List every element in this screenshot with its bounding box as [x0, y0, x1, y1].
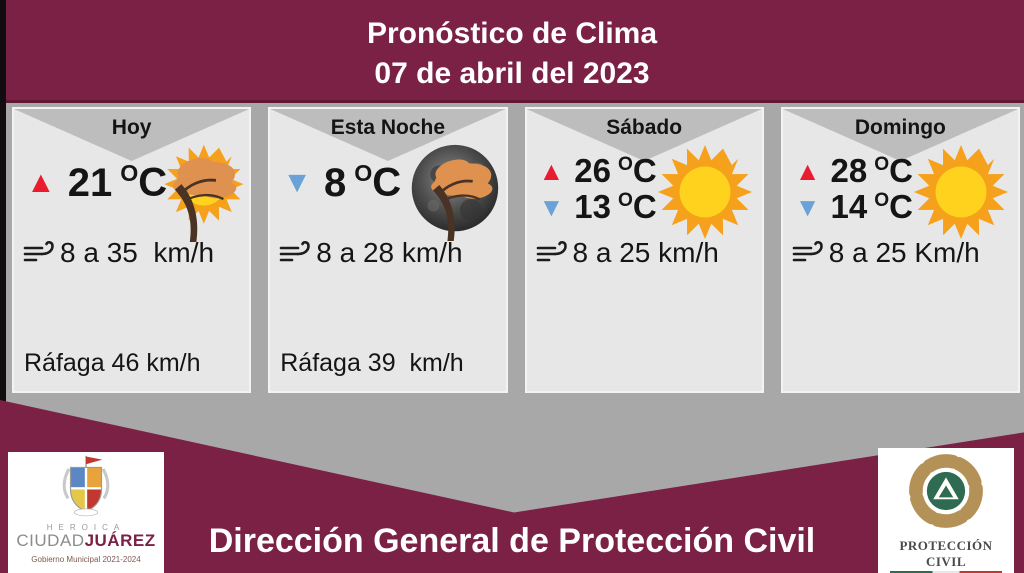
wind-row: 8 a 28 km/h	[278, 237, 463, 269]
low-temp-value: 14	[830, 188, 868, 225]
low-temp-row: ▼ 13 OC	[538, 188, 657, 225]
temp-unit: OC	[874, 188, 913, 225]
temp-unit: OC	[354, 160, 402, 205]
ciudad-juarez-wordmark: CIUDADJUÁREZ	[16, 531, 156, 550]
footer-title: Dirección General de Protección Civil	[208, 522, 816, 560]
high-temp-row: ▲ 21 OC	[26, 157, 167, 209]
day-label: Sábado	[606, 116, 683, 139]
forecast-card-hoy: Hoy ▲ 21 OC 8 a 35 km/h Ráfaga 46 km/h	[12, 107, 252, 393]
temp-unit: OC	[874, 152, 913, 189]
wind-icon	[279, 240, 311, 262]
low-temp-value: 8	[323, 160, 347, 205]
wind-icon	[536, 240, 567, 262]
wind-icon	[792, 240, 823, 262]
wind-range: 8 a 25 Km/h	[828, 237, 980, 268]
day-label: Esta Noche	[330, 116, 446, 139]
forecast-card-esta-noche: Esta Noche ▼ 8	[268, 107, 508, 393]
proteccion-civil-logo: PROTECCIÓN CIVIL CIUDAD JUÁREZ	[878, 448, 1014, 573]
temperatures: ▼ 8 OC	[282, 157, 401, 209]
temp-up-icon: ▲	[26, 166, 56, 199]
wind-row: 8 a 35 km/h	[22, 237, 214, 269]
forecast-card-sabado: Sábado ▲ 26 OC ▼ 13 OC 8 a 25 km/h	[524, 107, 764, 393]
wind-range: 8 a 25 km/h	[572, 237, 719, 268]
gust-label: Ráfaga 46 km/h	[24, 349, 201, 377]
low-temp-row: ▼ 14 OC	[794, 188, 913, 225]
title-line1: Pronóstico de Clima	[366, 17, 658, 50]
temp-down-icon: ▼	[538, 192, 565, 222]
temperatures: ▲ 21 OC	[26, 157, 167, 209]
header-band: Pronóstico de Clima 07 de abril del 2023	[0, 0, 1024, 103]
forecast-cards: Hoy ▲ 21 OC 8 a 35 km/h Ráfaga 46 km/h	[12, 107, 1020, 393]
wind-range: 8 a 28 km/h	[316, 237, 463, 268]
temp-up-icon: ▲	[794, 156, 821, 186]
proteccion-civil-emblem-icon	[909, 454, 983, 528]
gust-label: Ráfaga 39 km/h	[280, 349, 464, 377]
ciudad-juarez-coat-of-arms-icon	[62, 455, 110, 517]
sun-icon	[912, 137, 1010, 247]
temp-up-icon: ▲	[538, 156, 565, 186]
day-label: Hoy	[111, 116, 152, 139]
wind-row: 8 a 25 km/h	[535, 237, 719, 269]
forecast-card-domingo: Domingo ▲ 28 OC ▼ 14 OC 8 a 25 Km/h	[780, 107, 1020, 393]
wind-range: 8 a 35 km/h	[60, 237, 215, 268]
sun-icon	[656, 137, 754, 247]
high-temp-value: 26	[574, 152, 611, 189]
temp-unit: OC	[617, 152, 657, 189]
proteccion-civil-label: PROTECCIÓN CIVIL	[899, 538, 993, 569]
temperatures: ▲ 26 OC ▼ 13 OC	[538, 152, 657, 225]
temperatures: ▲ 28 OC ▼ 14 OC	[794, 152, 913, 225]
wind-row: 8 a 25 Km/h	[791, 237, 980, 269]
tricolor-divider	[890, 571, 1002, 573]
temp-unit: OC	[120, 160, 168, 205]
low-temp-value: 13	[574, 188, 611, 225]
heroica-label: HEROICA	[46, 523, 126, 532]
low-temp-row: ▼ 8 OC	[282, 157, 401, 209]
temp-down-icon: ▼	[282, 166, 312, 199]
ciudad-juarez-logo: HEROICA CIUDADJUÁREZ Gobierno Municipal …	[8, 452, 164, 573]
temp-down-icon: ▼	[794, 192, 821, 222]
left-edge-strip	[0, 0, 6, 520]
day-label: Domingo	[854, 116, 946, 139]
temp-unit: OC	[617, 188, 657, 225]
windy-tree-moon-icon	[411, 144, 498, 243]
high-temp-row: ▲ 28 OC	[794, 152, 913, 189]
high-temp-value: 28	[830, 152, 868, 189]
wind-icon	[23, 240, 54, 262]
gobierno-municipal-label: Gobierno Municipal 2021-2024	[31, 555, 141, 564]
page-title: Pronóstico de Clima 07 de abril del 2023	[0, 14, 1024, 94]
title-line2: 07 de abril del 2023	[374, 57, 650, 90]
high-temp-value: 21	[67, 160, 113, 205]
high-temp-row: ▲ 26 OC	[538, 152, 657, 189]
